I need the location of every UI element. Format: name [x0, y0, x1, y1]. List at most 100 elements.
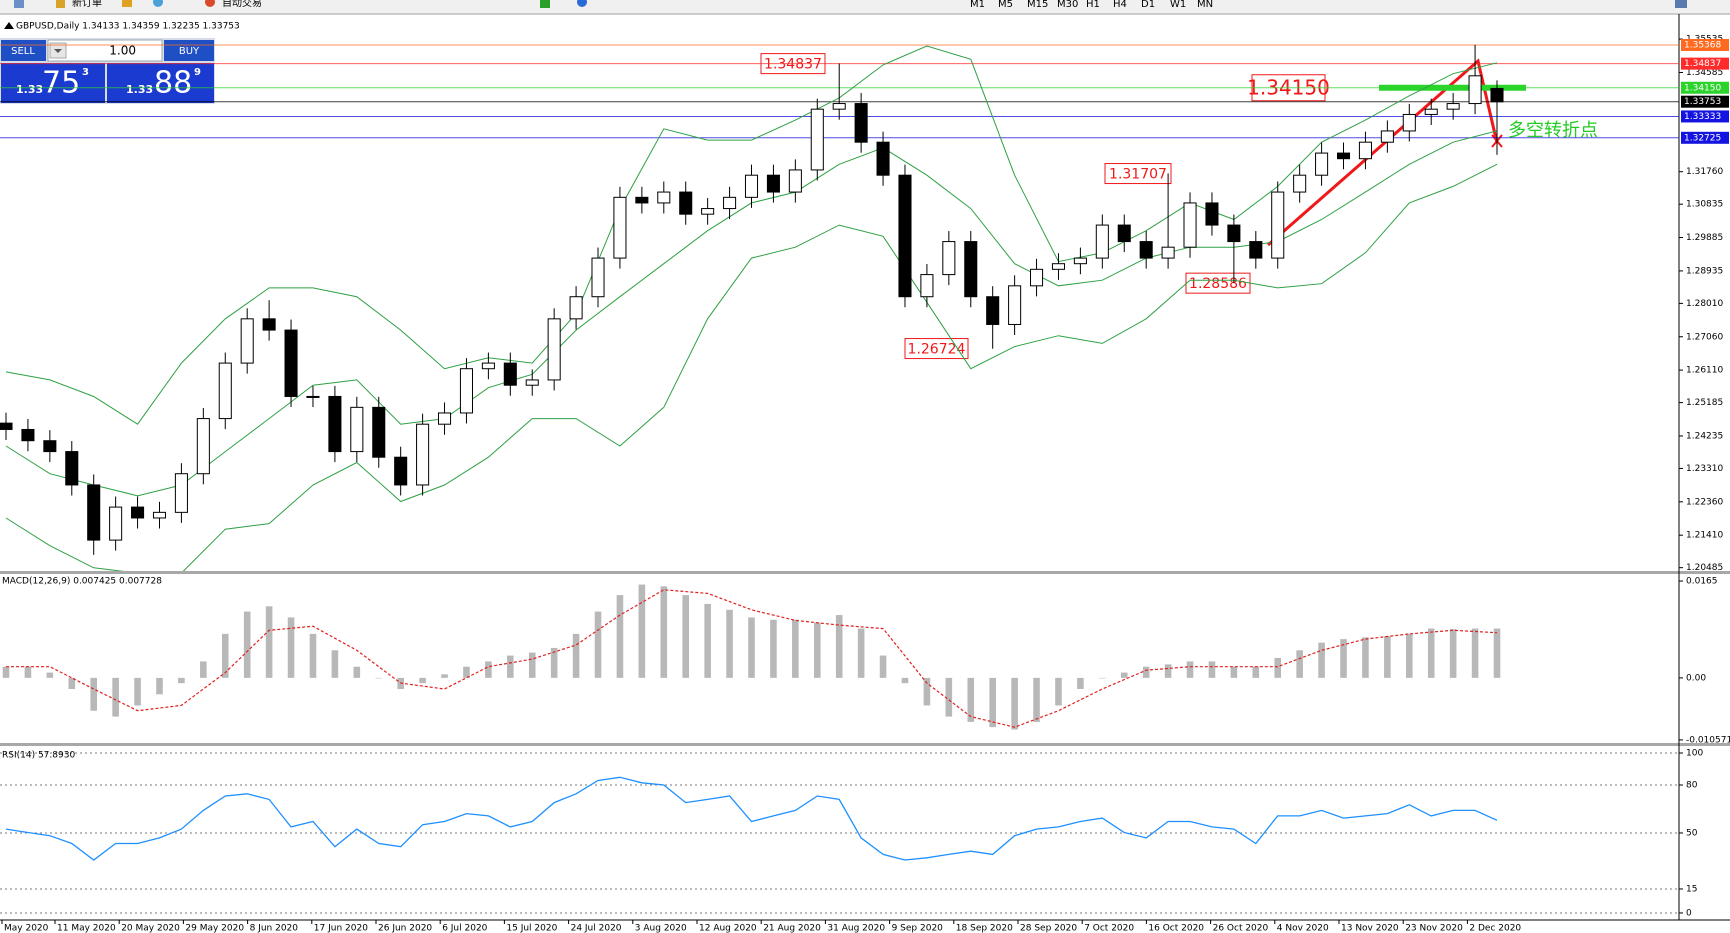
macd-bar	[441, 674, 448, 678]
candle-body	[1490, 87, 1504, 103]
bid-pips: 75	[42, 66, 80, 101]
chart-title: GBPUSD,Daily 1.34133 1.34359 1.32235 1.3…	[16, 22, 240, 32]
ask-box[interactable]	[107, 63, 214, 103]
macd-bar	[1230, 666, 1238, 678]
macd-bar	[1055, 677, 1062, 706]
x-tick-label: 3 Aug 2020	[635, 924, 687, 933]
x-tick-label: 11 May 2020	[57, 924, 116, 933]
candle-body	[1095, 224, 1109, 259]
candle-body	[810, 108, 824, 171]
macd-bar	[1186, 661, 1194, 678]
macd-bar	[989, 677, 996, 728]
candle-body	[394, 456, 408, 486]
toolbar-icon	[14, 0, 24, 8]
price-plot	[0, 44, 1679, 571]
macd-bar	[945, 677, 953, 717]
macd-bar	[68, 677, 76, 690]
annotation-box	[904, 338, 969, 360]
chart-icon	[4, 22, 14, 29]
macd-bar	[879, 655, 887, 678]
panel-separator	[0, 743, 1730, 746]
macd-bar	[485, 661, 492, 678]
x-tick-label: 28 Sep 2020	[1020, 924, 1077, 933]
bid-box[interactable]	[1, 63, 105, 103]
x-tick-label: 17 Jun 2020	[314, 924, 368, 933]
toolbar-icon	[577, 0, 587, 7]
candle-body	[21, 428, 35, 442]
lot-value: 1.00	[109, 44, 136, 58]
x-tick-label: 4 Nov 2020	[1277, 924, 1329, 933]
y-tick-label: 1.30835	[1686, 200, 1723, 210]
candle-body	[1271, 191, 1285, 259]
candle-body	[1030, 268, 1044, 287]
macd-bar	[156, 677, 163, 695]
candle-body	[1336, 152, 1351, 160]
candle-body	[437, 412, 452, 425]
candle-body	[1205, 202, 1219, 226]
timeframe-button[interactable]: H4	[1113, 0, 1127, 10]
candle-body	[723, 196, 737, 210]
candle-body	[547, 318, 561, 381]
x-tick-label: 21 Aug 2020	[763, 924, 821, 933]
y-tick-label: 80	[1686, 780, 1698, 790]
macd-bar	[1142, 666, 1150, 678]
x-tick-label: 8 Jun 2020	[250, 924, 299, 933]
x-tick-label: 29 May 2020	[185, 924, 244, 933]
candle-body	[87, 484, 101, 541]
candle-body	[701, 208, 715, 215]
bollinger-upper	[5, 45, 1498, 425]
candle-body	[1051, 263, 1066, 270]
annotation-label: 1.34837	[764, 57, 822, 73]
rsi-plot	[5, 776, 1498, 861]
y-tick-label: 1.24235	[1686, 431, 1723, 441]
timeframe-button[interactable]: D1	[1141, 0, 1155, 10]
timeframe-button[interactable]: M15	[1027, 0, 1048, 10]
macd-bar	[1077, 677, 1084, 690]
macd-bar	[704, 603, 711, 678]
timeframe-button[interactable]: MN	[1197, 0, 1213, 10]
macd-bar	[1340, 639, 1347, 678]
macd-bar	[200, 661, 207, 678]
price-level-label: 1.33753	[1684, 97, 1721, 107]
price-level-tag	[1681, 81, 1729, 94]
y-tick-label: 50	[1686, 828, 1698, 838]
timeframe-button[interactable]: M1	[970, 0, 985, 10]
toolbar-item: 新订单	[72, 0, 102, 9]
macd-bar	[1318, 642, 1325, 678]
y-tick-label: 1.21410	[1686, 531, 1723, 541]
price-level-tag	[1681, 110, 1729, 123]
candle-body	[372, 406, 386, 458]
toolbar-icon	[56, 0, 65, 8]
macd-bar	[1296, 650, 1303, 678]
macd-bar	[46, 672, 54, 678]
timeframe-button[interactable]: H1	[1086, 0, 1100, 10]
macd-bar	[265, 606, 273, 678]
x-tick-label: 26 Jun 2020	[378, 924, 432, 933]
macd-plot	[2, 584, 1501, 730]
macd-bar	[682, 595, 690, 678]
price-level-tag	[1681, 38, 1729, 51]
timeframe-button[interactable]: M30	[1057, 0, 1078, 10]
bid-fraction: 3	[82, 67, 89, 78]
macd-bar	[1449, 629, 1457, 678]
macd-bar	[1471, 628, 1479, 678]
x-tick-label: 20 May 2020	[121, 924, 180, 933]
buy-label: BUY	[179, 46, 200, 57]
y-tick-label: 0.0165	[1686, 577, 1718, 587]
candle-body	[986, 296, 1000, 325]
ask-pips: 88	[154, 66, 192, 101]
candle-body	[196, 418, 210, 475]
candle-body	[1227, 224, 1241, 243]
candle-body	[1446, 103, 1460, 110]
macd-bar	[1427, 628, 1435, 678]
macd-bar	[331, 650, 339, 678]
candle-body	[942, 241, 956, 276]
timeframe-button[interactable]: W1	[1170, 0, 1186, 10]
macd-bar	[1274, 657, 1282, 678]
macd-bar	[1120, 672, 1128, 678]
timeframe-button[interactable]: M5	[998, 0, 1013, 10]
candle-body	[481, 362, 495, 370]
macd-signal	[6, 589, 1498, 728]
macd-bar	[528, 652, 536, 678]
